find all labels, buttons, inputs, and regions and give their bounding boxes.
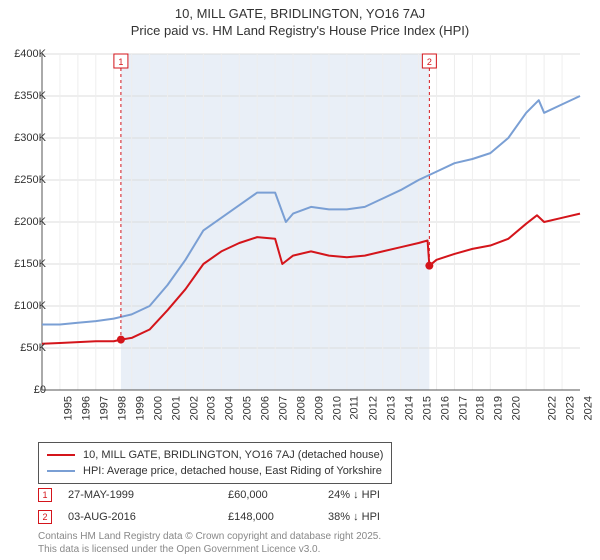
x-tick-label: 2020 — [511, 396, 523, 420]
transaction-date-1: 27-MAY-1999 — [68, 489, 228, 501]
x-tick-label: 1996 — [80, 396, 92, 420]
x-tick-label: 2000 — [152, 396, 164, 420]
legend-box: 10, MILL GATE, BRIDLINGTON, YO16 7AJ (de… — [38, 442, 392, 484]
title-line1: 10, MILL GATE, BRIDLINGTON, YO16 7AJ — [0, 6, 600, 21]
transaction-date-2: 03-AUG-2016 — [68, 511, 228, 523]
x-tick-label: 1995 — [62, 396, 74, 420]
chart-area: 12 — [38, 48, 586, 398]
x-tick-label: 2011 — [349, 396, 361, 420]
y-tick-label: £300K — [14, 132, 46, 144]
x-tick-label: 2003 — [206, 396, 218, 420]
y-tick-label: £50K — [20, 342, 46, 354]
chart-svg: 12 — [38, 48, 586, 398]
x-tick-label: 2016 — [439, 396, 451, 420]
legend-label-hpi: HPI: Average price, detached house, East… — [83, 465, 382, 477]
x-tick-label: 2024 — [583, 396, 595, 420]
x-tick-label: 2009 — [314, 396, 326, 420]
footer: Contains HM Land Registry data © Crown c… — [38, 530, 381, 556]
x-tick-label: 2022 — [547, 396, 559, 420]
transaction-row-1: 1 27-MAY-1999 £60,000 24% ↓ HPI — [38, 488, 380, 502]
transaction-row-2: 2 03-AUG-2016 £148,000 38% ↓ HPI — [38, 510, 380, 524]
x-tick-label: 2004 — [224, 396, 236, 420]
y-tick-label: £400K — [14, 48, 46, 60]
transaction-price-2: £148,000 — [228, 511, 328, 523]
chart-container: 10, MILL GATE, BRIDLINGTON, YO16 7AJ Pri… — [0, 0, 600, 560]
y-tick-label: £0 — [34, 384, 46, 396]
legend-row-hpi: HPI: Average price, detached house, East… — [47, 463, 383, 479]
x-tick-label: 2010 — [331, 396, 343, 420]
x-tick-label: 2007 — [278, 396, 290, 420]
x-tick-label: 2013 — [385, 396, 397, 420]
x-tick-label: 2008 — [296, 396, 308, 420]
footer-line1: Contains HM Land Registry data © Crown c… — [38, 530, 381, 543]
x-tick-label: 2015 — [421, 396, 433, 420]
y-tick-label: £350K — [14, 90, 46, 102]
svg-text:1: 1 — [118, 57, 123, 67]
x-tick-label: 2001 — [170, 396, 182, 420]
footer-line2: This data is licensed under the Open Gov… — [38, 543, 381, 556]
transaction-marker-2: 2 — [38, 510, 52, 524]
x-tick-label: 2006 — [260, 396, 272, 420]
x-tick-label: 2005 — [242, 396, 254, 420]
x-tick-label: 1999 — [134, 396, 146, 420]
y-tick-label: £100K — [14, 300, 46, 312]
transaction-hpi-2: 38% ↓ HPI — [328, 511, 380, 523]
x-tick-label: 2017 — [457, 396, 469, 420]
legend-row-property: 10, MILL GATE, BRIDLINGTON, YO16 7AJ (de… — [47, 447, 383, 463]
x-tick-label: 2012 — [367, 396, 379, 420]
svg-text:2: 2 — [427, 57, 432, 67]
x-tick-label: 2014 — [403, 396, 415, 420]
legend-label-property: 10, MILL GATE, BRIDLINGTON, YO16 7AJ (de… — [83, 449, 383, 461]
legend-swatch-blue — [47, 470, 75, 472]
transaction-price-1: £60,000 — [228, 489, 328, 501]
x-tick-label: 2023 — [565, 396, 577, 420]
y-tick-label: £250K — [14, 174, 46, 186]
y-tick-label: £200K — [14, 216, 46, 228]
title-block: 10, MILL GATE, BRIDLINGTON, YO16 7AJ Pri… — [0, 0, 600, 38]
x-tick-label: 2019 — [493, 396, 505, 420]
x-tick-label: 1997 — [98, 396, 110, 420]
title-line2: Price paid vs. HM Land Registry's House … — [0, 23, 600, 38]
transaction-marker-1: 1 — [38, 488, 52, 502]
transaction-hpi-1: 24% ↓ HPI — [328, 489, 380, 501]
legend-swatch-red — [47, 454, 75, 456]
y-tick-label: £150K — [14, 258, 46, 270]
x-tick-label: 2002 — [188, 396, 200, 420]
x-tick-label: 2018 — [475, 396, 487, 420]
x-tick-label: 1998 — [116, 396, 128, 420]
